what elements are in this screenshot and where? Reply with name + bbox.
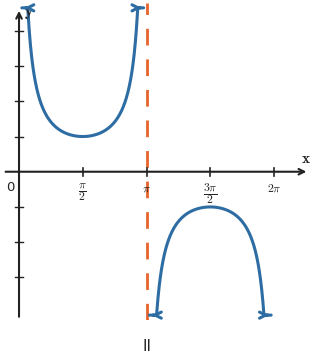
Text: $\mathbf{x}$: $\mathbf{x}$ xyxy=(301,152,311,166)
Text: $\dfrac{\pi}{2}$: $\dfrac{\pi}{2}$ xyxy=(78,182,87,203)
Text: II: II xyxy=(142,339,151,354)
Text: $\dfrac{3\pi}{2}$: $\dfrac{3\pi}{2}$ xyxy=(203,182,218,206)
Text: 0: 0 xyxy=(7,181,15,194)
Text: $\mathbf{y}$: $\mathbf{y}$ xyxy=(24,6,34,21)
Text: $2\pi$: $2\pi$ xyxy=(267,182,281,195)
Text: $\pi$: $\pi$ xyxy=(142,182,151,195)
